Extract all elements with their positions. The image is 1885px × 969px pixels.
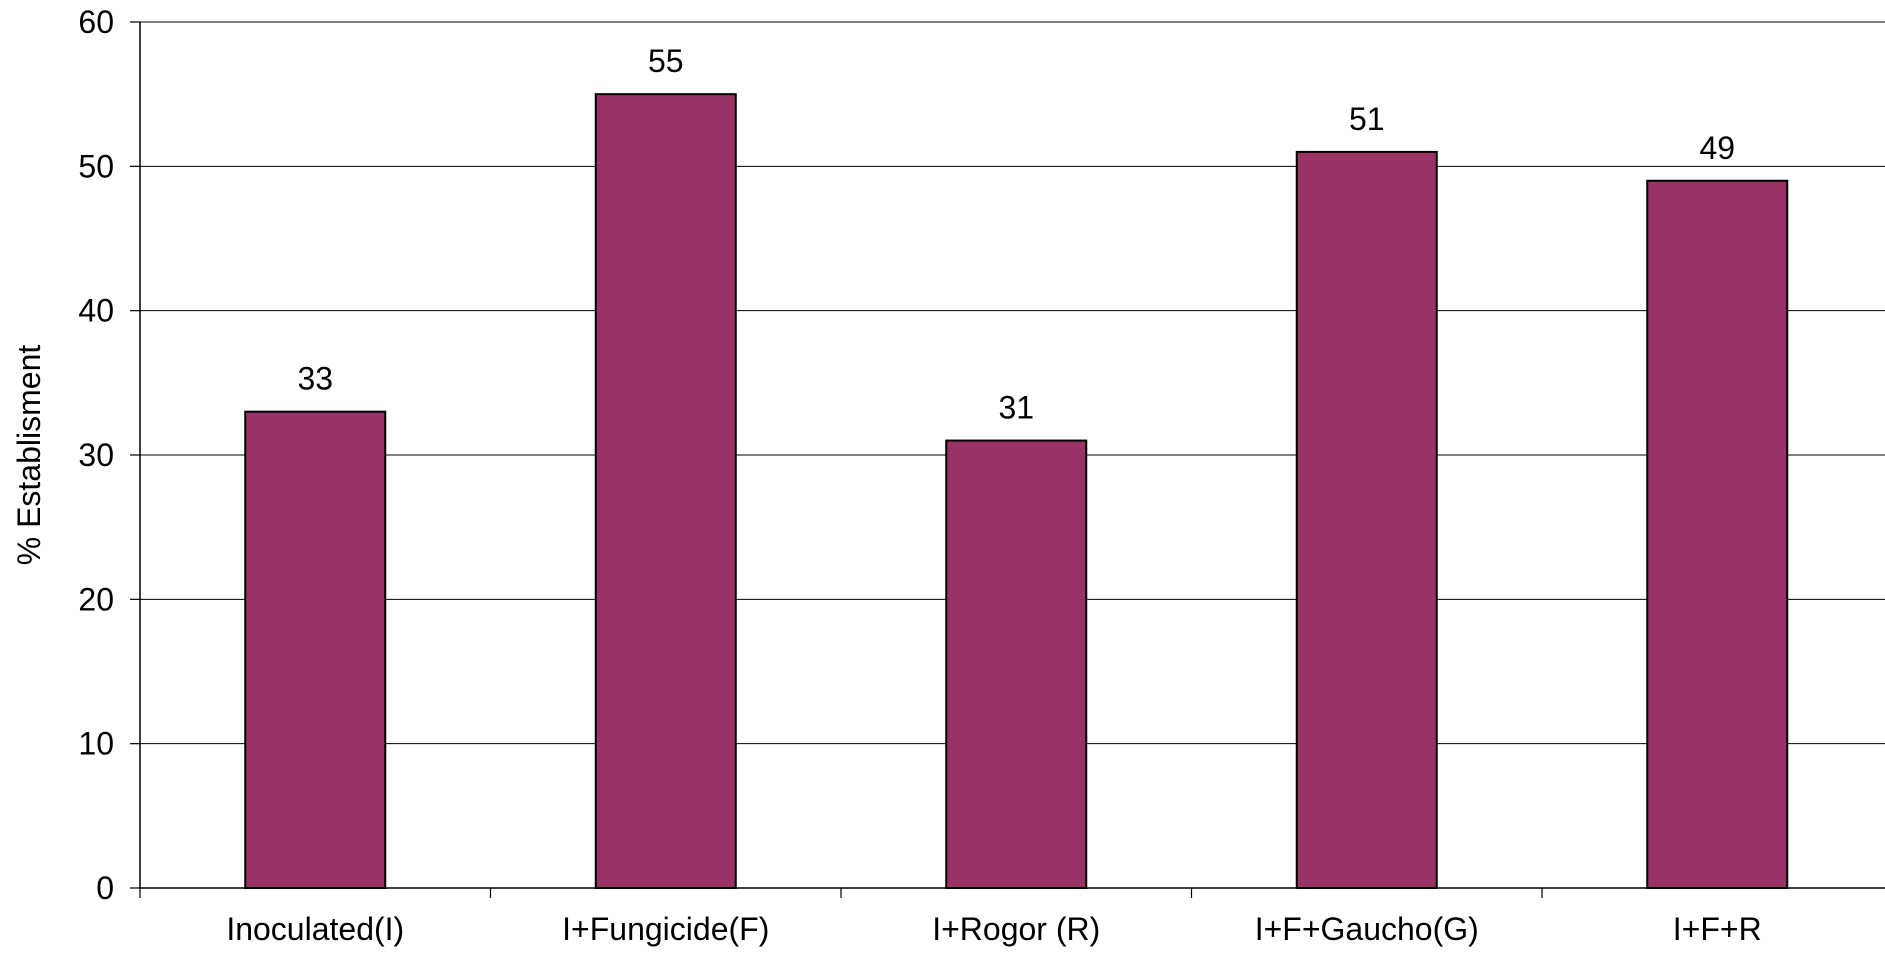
data-label: 55 [648, 43, 684, 79]
x-category-labels: Inoculated(I) I+Fungicide(F) I+Rogor (R) I+… [226, 911, 1761, 947]
bar-5 [1646, 179, 1789, 889]
y-tick-label: 20 [78, 581, 114, 617]
x-category-label: I+Rogor (R) [932, 911, 1100, 947]
y-axis-title: % Establisment [11, 345, 47, 566]
bar-2 [594, 93, 737, 889]
data-label: 33 [297, 361, 333, 397]
axes [130, 21, 1885, 898]
y-tick-label: 50 [78, 148, 114, 184]
bar-3 [945, 439, 1088, 889]
x-category-label: Inoculated(I) [226, 911, 404, 947]
x-category-label: I+Fungicide(F) [562, 911, 769, 947]
y-tick-labels: 0 10 20 30 40 50 60 [78, 4, 114, 906]
data-label: 49 [1699, 130, 1735, 166]
y-tick-label: 0 [96, 870, 114, 906]
data-label: 31 [998, 390, 1034, 426]
x-category-label: I+F+Gaucho(G) [1255, 911, 1479, 947]
x-category-label: I+F+R [1673, 911, 1762, 947]
y-tick-label: 60 [78, 4, 114, 40]
data-label: 51 [1349, 101, 1385, 137]
data-labels: 33 55 31 51 49 [297, 43, 1735, 425]
y-tick-label: 30 [78, 437, 114, 473]
bar-1 [244, 410, 387, 889]
bars [244, 93, 1789, 889]
bar-4 [1295, 150, 1438, 889]
y-tick-label: 10 [78, 726, 114, 762]
y-tick-label: 40 [78, 293, 114, 329]
